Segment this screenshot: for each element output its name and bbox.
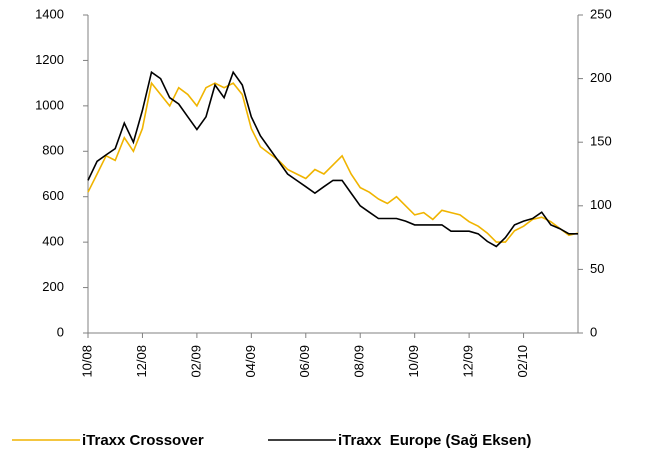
x-tick-label: 02/10	[515, 345, 530, 378]
y2-tick-label: 0	[590, 324, 597, 339]
x-tick-label: 12/08	[134, 345, 149, 378]
x-tick-label: 10/09	[406, 345, 421, 378]
series-line	[87, 70, 578, 248]
x-tick-label: 02/09	[188, 345, 203, 378]
y2-tick-label: 100	[590, 197, 612, 212]
y-tick-label: 200	[42, 279, 64, 294]
x-tick-label: 08/09	[352, 345, 367, 378]
y-tick-label: 1000	[35, 97, 64, 112]
y-tick-label: 600	[42, 188, 64, 203]
y-tick-label: 1200	[35, 52, 64, 67]
y2-tick-label: 50	[590, 261, 604, 276]
y-tick-label: 800	[42, 143, 64, 158]
y-tick-label: 1400	[35, 6, 64, 21]
series-line	[87, 81, 579, 243]
legend-label: iTraxx Crossover	[82, 432, 204, 449]
y-tick-label: 0	[57, 324, 64, 339]
y2-tick-label: 250	[590, 6, 612, 21]
y-tick-label: 400	[42, 234, 64, 249]
x-tick-label: 10/08	[79, 345, 94, 378]
legend-label: iTraxx Europe (Sağ Eksen)	[338, 432, 531, 449]
y2-tick-label: 150	[590, 134, 612, 149]
x-tick-label: 06/09	[297, 345, 312, 378]
y2-tick-label: 200	[590, 70, 612, 85]
x-tick-label: 12/09	[461, 345, 476, 378]
x-tick-label: 04/09	[243, 345, 258, 378]
